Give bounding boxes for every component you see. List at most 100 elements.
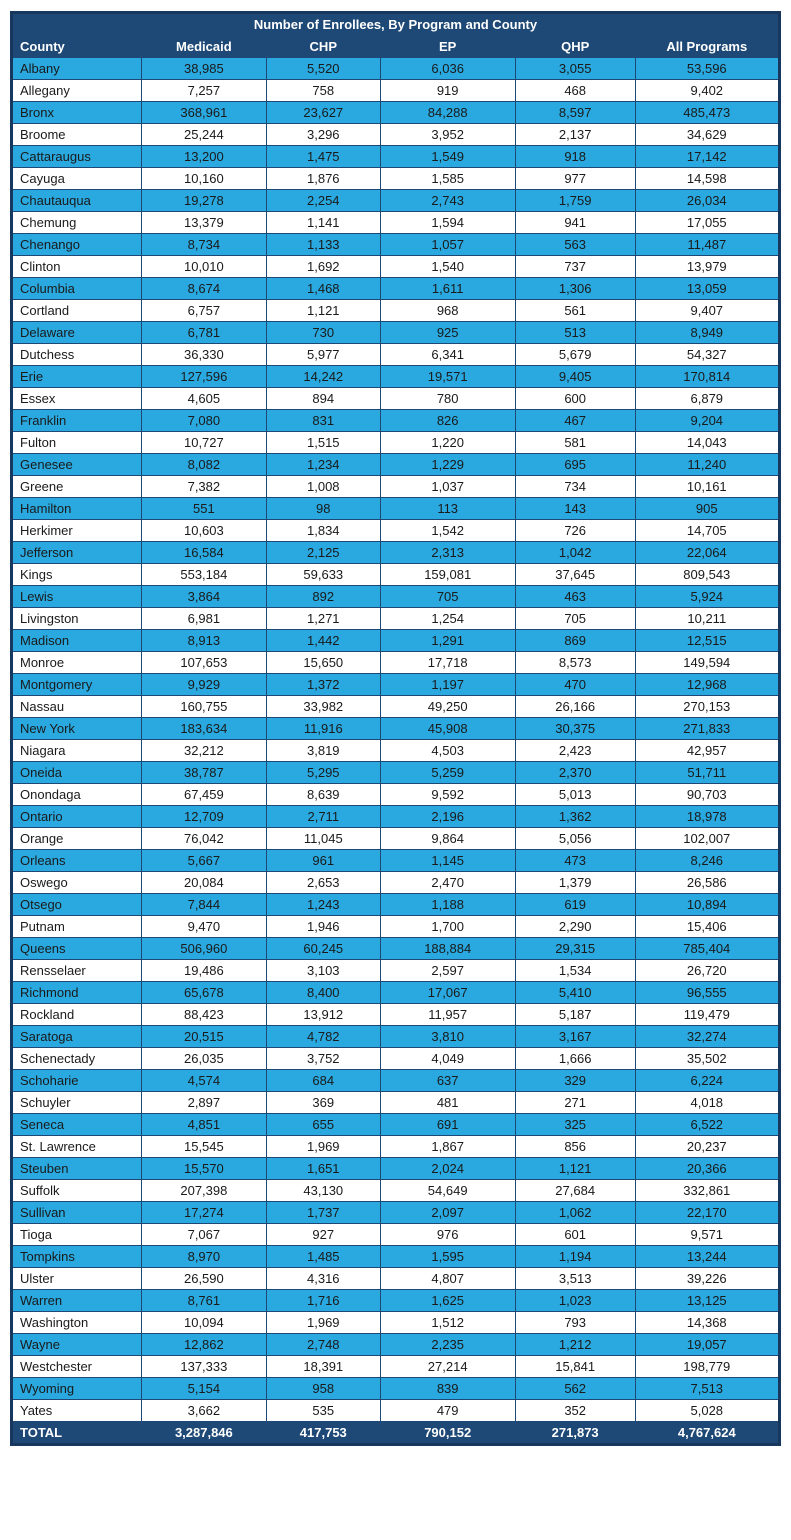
total-label: TOTAL <box>11 1421 142 1445</box>
value-cell: 1,062 <box>514 1201 636 1224</box>
value-cell: 1,220 <box>379 431 516 454</box>
value-cell: 39,226 <box>634 1267 781 1290</box>
total-qhp-cell: 271,873 <box>514 1421 636 1445</box>
value-cell: 332,861 <box>634 1179 781 1202</box>
table-row: Cayuga 10,160 1,876 1,585 977 14,598 <box>11 167 781 190</box>
value-cell: 1,372 <box>265 673 381 696</box>
table-row: Tioga 7,067 927 976 601 9,571 <box>11 1223 781 1246</box>
value-cell: 1,700 <box>379 915 516 938</box>
value-cell: 1,212 <box>514 1333 636 1356</box>
county-cell: Erie <box>11 365 142 388</box>
value-cell: 5,028 <box>634 1399 781 1422</box>
value-cell: 11,045 <box>265 827 381 850</box>
value-cell: 13,125 <box>634 1289 781 1312</box>
value-cell: 1,969 <box>265 1311 381 1334</box>
value-cell: 4,605 <box>140 387 267 410</box>
value-cell: 113 <box>379 497 516 520</box>
value-cell: 3,513 <box>514 1267 636 1290</box>
county-cell: Herkimer <box>11 519 142 542</box>
value-cell: 10,727 <box>140 431 267 454</box>
table-row: Bronx 368,961 23,627 84,288 8,597 485,473 <box>11 101 781 124</box>
county-cell: St. Lawrence <box>11 1135 142 1158</box>
table-row: Rensselaer 19,486 3,103 2,597 1,534 26,720 <box>11 959 781 982</box>
value-cell: 513 <box>514 321 636 344</box>
value-cell: 60,245 <box>265 937 381 960</box>
table-row: Clinton 10,010 1,692 1,540 737 13,979 <box>11 255 781 278</box>
value-cell: 149,594 <box>634 651 781 674</box>
value-cell: 5,056 <box>514 827 636 850</box>
value-cell: 831 <box>265 409 381 432</box>
value-cell: 2,196 <box>379 805 516 828</box>
table-row: Dutchess 36,330 5,977 6,341 5,679 54,327 <box>11 343 781 366</box>
value-cell: 1,969 <box>265 1135 381 1158</box>
total-all-programs-cell: 4,767,624 <box>634 1421 781 1445</box>
value-cell: 7,844 <box>140 893 267 916</box>
value-cell: 368,961 <box>140 101 267 124</box>
value-cell: 705 <box>379 585 516 608</box>
table-row: Washington 10,094 1,969 1,512 793 14,368 <box>11 1311 781 1334</box>
value-cell: 1,291 <box>379 629 516 652</box>
value-cell: 271,833 <box>634 717 781 740</box>
county-cell: Clinton <box>11 255 142 278</box>
value-cell: 601 <box>514 1223 636 1246</box>
county-cell: Franklin <box>11 409 142 432</box>
table-row: Sullivan 17,274 1,737 2,097 1,062 22,170 <box>11 1201 781 1224</box>
value-cell: 38,787 <box>140 761 267 784</box>
value-cell: 5,259 <box>379 761 516 784</box>
value-cell: 15,650 <box>265 651 381 674</box>
value-cell: 10,603 <box>140 519 267 542</box>
county-cell: Rensselaer <box>11 959 142 982</box>
value-cell: 8,400 <box>265 981 381 1004</box>
value-cell: 34,629 <box>634 123 781 146</box>
value-cell: 183,634 <box>140 717 267 740</box>
value-cell: 6,757 <box>140 299 267 322</box>
value-cell: 8,246 <box>634 849 781 872</box>
value-cell: 7,382 <box>140 475 267 498</box>
value-cell: 958 <box>265 1377 381 1400</box>
table-row: Saratoga 20,515 4,782 3,810 3,167 32,274 <box>11 1025 781 1048</box>
value-cell: 3,103 <box>265 959 381 982</box>
value-cell: 463 <box>514 585 636 608</box>
value-cell: 1,585 <box>379 167 516 190</box>
value-cell: 1,716 <box>265 1289 381 1312</box>
value-cell: 6,036 <box>379 57 516 80</box>
value-cell: 2,125 <box>265 541 381 564</box>
table-row: Schenectady 26,035 3,752 4,049 1,666 35,502 <box>11 1047 781 1070</box>
value-cell: 2,743 <box>379 189 516 212</box>
county-cell: Monroe <box>11 651 142 674</box>
table-header-row: County Medicaid CHP EP QHP All Programs <box>11 35 781 58</box>
value-cell: 551 <box>140 497 267 520</box>
value-cell: 1,876 <box>265 167 381 190</box>
value-cell: 637 <box>379 1069 516 1092</box>
value-cell: 20,515 <box>140 1025 267 1048</box>
value-cell: 561 <box>514 299 636 322</box>
value-cell: 1,362 <box>514 805 636 828</box>
value-cell: 467 <box>514 409 636 432</box>
value-cell: 5,924 <box>634 585 781 608</box>
value-cell: 10,160 <box>140 167 267 190</box>
value-cell: 53,596 <box>634 57 781 80</box>
county-cell: Warren <box>11 1289 142 1312</box>
value-cell: 8,573 <box>514 651 636 674</box>
value-cell: 51,711 <box>634 761 781 784</box>
county-cell: Steuben <box>11 1157 142 1180</box>
table-row: Wayne 12,862 2,748 2,235 1,212 19,057 <box>11 1333 781 1356</box>
table-row: Orange 76,042 11,045 9,864 5,056 102,007 <box>11 827 781 850</box>
county-cell: Chemung <box>11 211 142 234</box>
county-cell: Putnam <box>11 915 142 938</box>
table-row: Fulton 10,727 1,515 1,220 581 14,043 <box>11 431 781 454</box>
value-cell: 1,611 <box>379 277 516 300</box>
value-cell: 18,391 <box>265 1355 381 1378</box>
value-cell: 1,867 <box>379 1135 516 1158</box>
county-cell: Ulster <box>11 1267 142 1290</box>
value-cell: 5,520 <box>265 57 381 80</box>
county-cell: Kings <box>11 563 142 586</box>
table-row: Hamilton 551 98 113 143 905 <box>11 497 781 520</box>
value-cell: 26,720 <box>634 959 781 982</box>
value-cell: 2,137 <box>514 123 636 146</box>
value-cell: 1,946 <box>265 915 381 938</box>
value-cell: 9,571 <box>634 1223 781 1246</box>
value-cell: 6,522 <box>634 1113 781 1136</box>
county-cell: Rockland <box>11 1003 142 1026</box>
